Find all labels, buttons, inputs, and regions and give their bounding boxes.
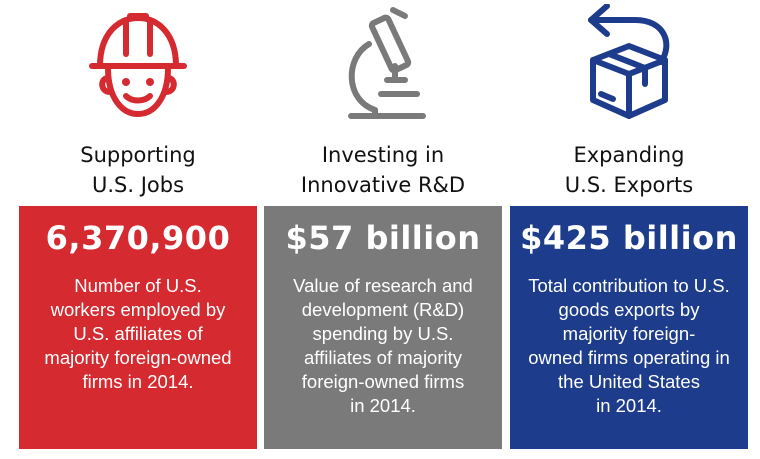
heading-line: Investing in [321, 143, 445, 167]
rd-value: $57 billion [285, 219, 481, 257]
heading-line: U.S. Jobs [91, 173, 185, 197]
exports-card: $425 billion Total contribution to U.S. … [510, 206, 748, 449]
desc-line: owned firms operating in [528, 347, 730, 368]
desc-line: goods exports by [558, 299, 700, 320]
hardhat-worker-icon [19, 4, 257, 128]
jobs-column: Supporting U.S. Jobs 6,370,900 Number of… [19, 0, 257, 459]
box-export-icon [510, 4, 748, 128]
exports-column: Expanding U.S. Exports $425 billion Tota… [510, 0, 748, 459]
desc-line: workers employed by [50, 299, 226, 320]
desc-line: Value of research and [293, 275, 473, 296]
desc-line: firms in 2014. [82, 371, 194, 392]
rd-description: Value of research and development (R&D) … [264, 274, 502, 418]
heading-line: Innovative R&D [300, 173, 466, 197]
jobs-value: 6,370,900 [45, 219, 231, 257]
exports-value: $425 billion [520, 219, 738, 257]
jobs-heading: Supporting U.S. Jobs [19, 140, 257, 200]
desc-line: Number of U.S. [74, 275, 202, 296]
exports-heading: Expanding U.S. Exports [510, 140, 748, 200]
heading-line: Expanding [573, 143, 685, 167]
heading-line: Supporting [80, 143, 196, 167]
jobs-card: 6,370,900 Number of U.S. workers employe… [19, 206, 257, 449]
desc-line: development (R&D) [301, 299, 465, 320]
desc-line: affiliates of majority [304, 347, 462, 368]
rd-heading: Investing in Innovative R&D [264, 140, 502, 200]
desc-line: foreign-owned firms [301, 371, 465, 392]
desc-line: in 2014. [596, 395, 662, 416]
desc-line: in 2014. [350, 395, 416, 416]
microscope-icon [264, 4, 502, 128]
desc-line: spending by U.S. [312, 323, 454, 344]
desc-line: majority foreign-owned [44, 347, 232, 368]
rd-column: Investing in Innovative R&D $57 billion … [264, 0, 502, 459]
exports-description: Total contribution to U.S. goods exports… [510, 274, 748, 418]
desc-line: majority foreign- [562, 323, 696, 344]
rd-card: $57 billion Value of research and develo… [264, 206, 502, 449]
desc-line: the United States [558, 371, 700, 392]
desc-line: U.S. affiliates of [73, 323, 203, 344]
heading-line: U.S. Exports [564, 173, 694, 197]
desc-line: Total contribution to U.S. [528, 275, 730, 296]
jobs-description: Number of U.S. workers employed by U.S. … [19, 274, 257, 394]
